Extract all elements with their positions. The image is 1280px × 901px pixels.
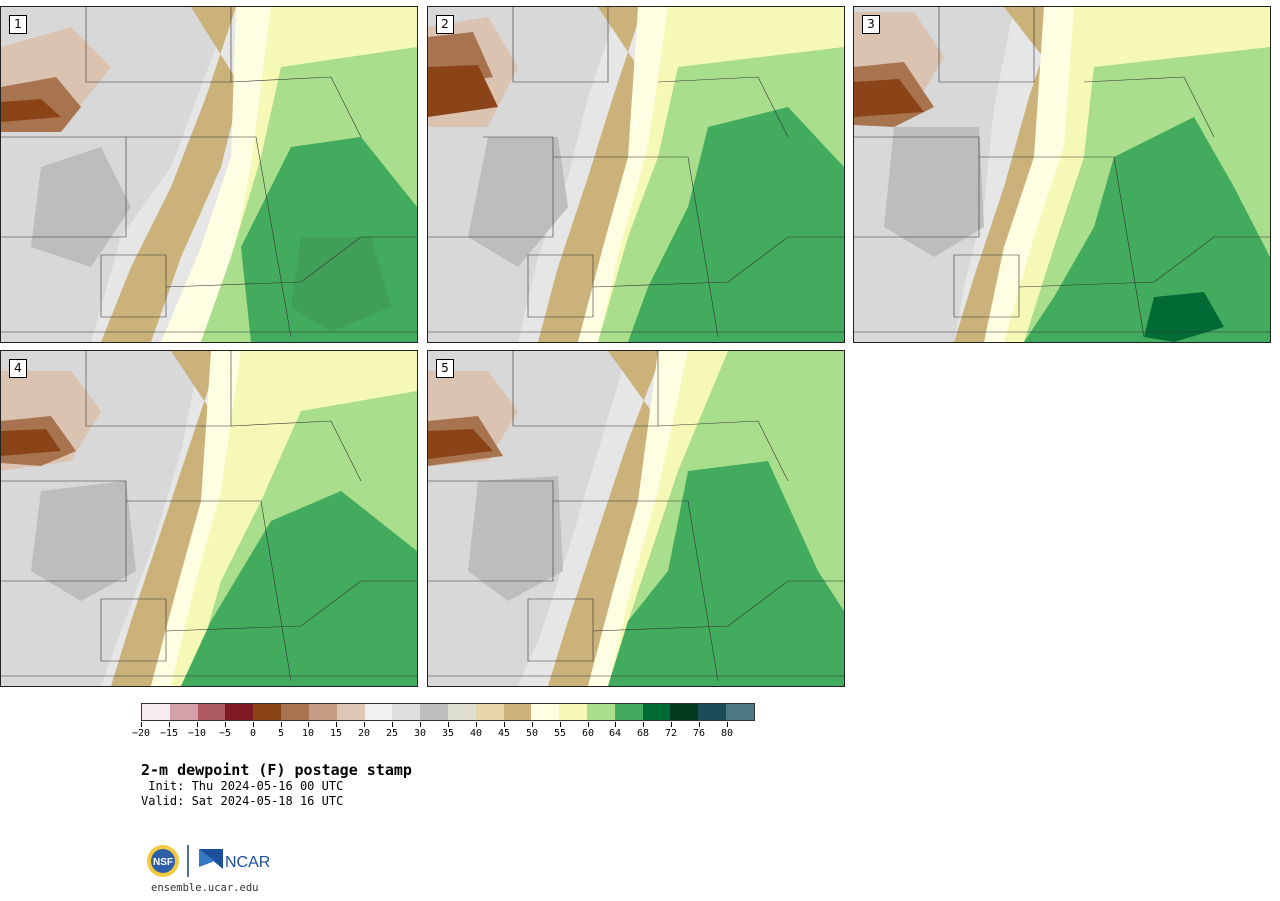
colorbar-segment xyxy=(225,704,254,720)
valid-time: Valid: Sat 2024-05-18 16 UTC xyxy=(141,794,344,808)
colorbar-tick xyxy=(699,722,700,727)
colorbar-tick-label: 25 xyxy=(385,728,399,739)
panel-number: 4 xyxy=(9,359,27,378)
colorbar-segment xyxy=(642,704,671,720)
colorbar-tick xyxy=(448,722,449,727)
colorbar-segment xyxy=(614,704,643,720)
colorbar-tick xyxy=(392,722,393,727)
map-panel-2: 2 xyxy=(427,6,845,343)
map-panel-4: 4 xyxy=(0,350,418,687)
colorbar-tick-label: −10 xyxy=(187,728,207,739)
panel-number: 2 xyxy=(436,15,454,34)
colorbar-segment xyxy=(364,704,393,720)
colorbar-tick xyxy=(225,722,226,727)
colorbar-tick-label: 76 xyxy=(692,728,706,739)
colorbar-segment xyxy=(475,704,504,720)
colorbar-segment xyxy=(503,704,532,720)
colorbar-tick-label: 45 xyxy=(497,728,511,739)
colorbar-tick xyxy=(727,722,728,727)
colorbar-segment xyxy=(169,704,198,720)
colorbar-segment xyxy=(308,704,337,720)
dewpoint-map xyxy=(1,7,417,342)
map-panel-1: 1 xyxy=(0,6,418,343)
colorbar-tick-label: 5 xyxy=(277,728,285,739)
colorbar-tick-label: 30 xyxy=(413,728,427,739)
colorbar-tick-label: 64 xyxy=(608,728,622,739)
panel-number: 3 xyxy=(862,15,880,34)
colorbar-tick xyxy=(169,722,170,727)
colorbar-tick-label: 20 xyxy=(357,728,371,739)
ncar-logo-text: NCAR xyxy=(225,854,270,871)
colorbar-tick xyxy=(504,722,505,727)
map-panel-5: 5 xyxy=(427,350,845,687)
dewpoint-map xyxy=(1,351,417,686)
colorbar-tick-label: 72 xyxy=(664,728,678,739)
colorbar-tick xyxy=(308,722,309,727)
map-panel-3: 3 xyxy=(853,6,1271,343)
colorbar-tick xyxy=(197,722,198,727)
colorbar-segment xyxy=(726,704,754,720)
colorbar-tick-label: 68 xyxy=(636,728,650,739)
colorbar-tick-label: 50 xyxy=(525,728,539,739)
colorbar-segment xyxy=(670,704,699,720)
colorbar-tick-label: −20 xyxy=(131,728,151,739)
dewpoint-map xyxy=(428,351,844,686)
colorbar-segment xyxy=(253,704,282,720)
website-link[interactable]: ensemble.ucar.edu xyxy=(151,882,259,894)
colorbar-segment xyxy=(420,704,448,720)
colorbar-segment xyxy=(559,704,587,720)
colorbar-tick-label: 35 xyxy=(441,728,455,739)
colorbar-tick-label: −15 xyxy=(159,728,179,739)
colorbar-segment xyxy=(197,704,226,720)
colorbar-segment xyxy=(281,704,309,720)
colorbar-segment xyxy=(531,704,560,720)
colorbar-tick-label: 0 xyxy=(249,728,257,739)
chart-title: 2-m dewpoint (F) postage stamp xyxy=(141,761,412,779)
panel-number: 1 xyxy=(9,15,27,34)
logos: NSF NCAR xyxy=(145,843,285,883)
colorbar-segment xyxy=(447,704,476,720)
colorbar-tick-label: 55 xyxy=(553,728,567,739)
colorbar-tick xyxy=(560,722,561,727)
nsf-logo-text: NSF xyxy=(153,857,173,868)
colorbar-tick xyxy=(671,722,672,727)
colorbar-segment xyxy=(698,704,727,720)
colorbar-tick xyxy=(253,722,254,727)
colorbar-tick-label: 80 xyxy=(720,728,734,739)
colorbar xyxy=(141,703,755,721)
colorbar-tick xyxy=(615,722,616,727)
colorbar-tick xyxy=(588,722,589,727)
colorbar-tick xyxy=(476,722,477,727)
colorbar-tick xyxy=(532,722,533,727)
panel-number: 5 xyxy=(436,359,454,378)
ncar-logo: NCAR xyxy=(199,849,270,871)
colorbar-tick xyxy=(141,722,142,727)
colorbar-segment xyxy=(392,704,421,720)
colorbar-tick xyxy=(364,722,365,727)
colorbar-tick-label: −5 xyxy=(218,728,232,739)
colorbar-tick xyxy=(420,722,421,727)
colorbar-tick-label: 10 xyxy=(301,728,315,739)
colorbar-segment xyxy=(587,704,615,720)
colorbar-tick-label: 40 xyxy=(469,728,483,739)
colorbar-segment xyxy=(142,704,170,720)
colorbar-segment xyxy=(336,704,365,720)
dewpoint-map xyxy=(428,7,844,342)
init-time: Init: Thu 2024-05-16 00 UTC xyxy=(141,779,344,793)
nsf-logo: NSF xyxy=(147,845,179,877)
colorbar-tick xyxy=(281,722,282,727)
colorbar-ticks: −20 −15 −10 −5 0 5 10 15 20 25 30 35 40 45 50 55 60 64 68 7… xyxy=(132,722,755,742)
colorbar-tick xyxy=(643,722,644,727)
dewpoint-map xyxy=(854,7,1270,342)
colorbar-tick xyxy=(336,722,337,727)
colorbar-tick-label: 60 xyxy=(581,728,595,739)
colorbar-tick-label: 15 xyxy=(329,728,343,739)
